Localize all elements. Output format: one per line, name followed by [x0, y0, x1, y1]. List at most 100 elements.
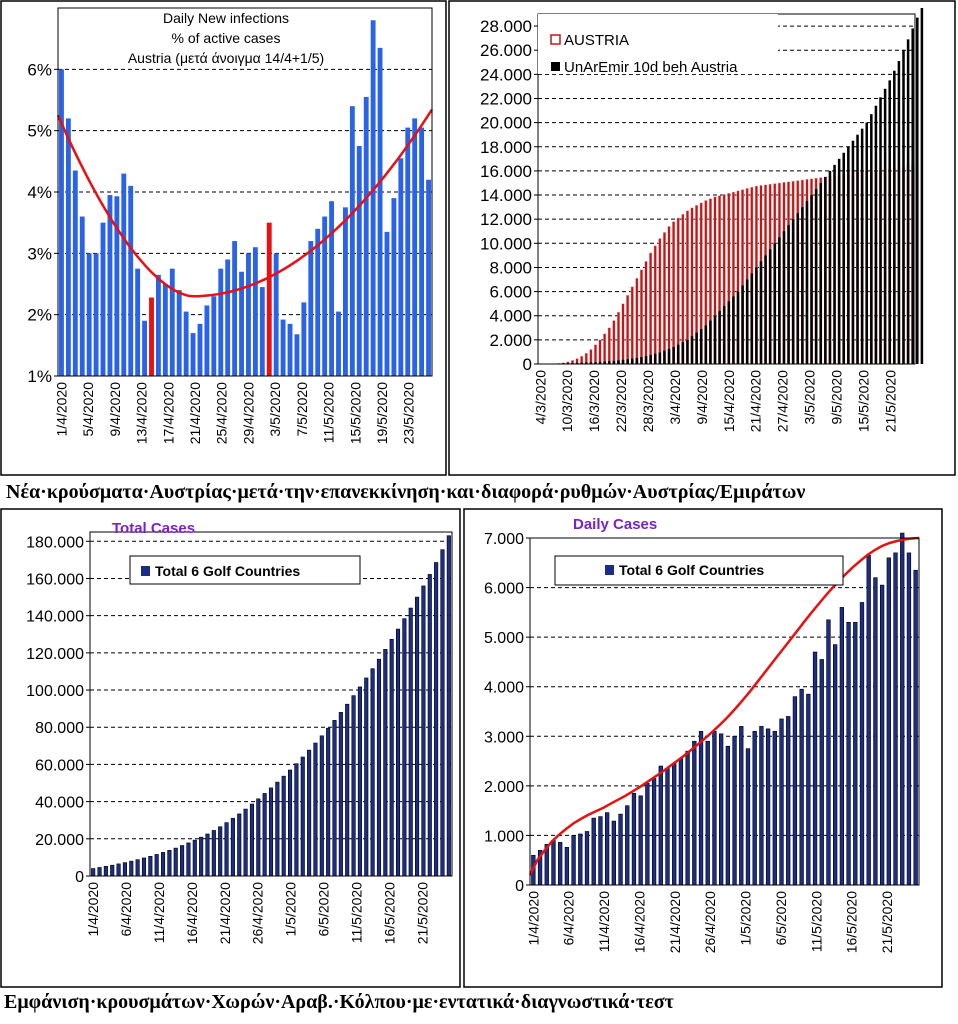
bar [662, 232, 666, 365]
y-tick-label: 0 [515, 878, 524, 895]
y-tick-label: 14.000 [480, 186, 532, 205]
bar [667, 348, 671, 364]
x-tick-label: 21/4/2020 [748, 370, 764, 432]
bar [376, 658, 382, 877]
y-tick-label: 18.000 [480, 138, 532, 157]
bar [571, 835, 576, 886]
bar [218, 826, 223, 877]
bar [142, 320, 147, 376]
bar [167, 850, 172, 877]
bar [886, 557, 891, 886]
bar [280, 319, 286, 376]
bar [645, 783, 650, 886]
bar [893, 552, 898, 886]
x-tick-label: 9/4/2020 [107, 382, 123, 437]
legend-label-uae: UnArEmir 10d beh Austria [564, 59, 738, 76]
bar [415, 596, 420, 877]
bar [865, 122, 868, 364]
x-tick-label: 1/4/2020 [53, 382, 69, 437]
bar [635, 278, 639, 365]
bar [618, 813, 623, 886]
bar [663, 350, 666, 364]
x-tick-label: 6/5/2020 [773, 891, 789, 946]
bar [580, 362, 583, 364]
bar [630, 286, 634, 365]
bar [585, 362, 588, 364]
bar [97, 867, 102, 877]
x-tick-label: 1/5/2020 [738, 891, 754, 946]
x-tick-label: 11/5/2020 [808, 891, 824, 952]
bar [759, 726, 764, 886]
bar [713, 315, 717, 364]
bar [833, 164, 836, 364]
bar [237, 813, 242, 877]
x-tick-label: 17/4/2020 [160, 382, 176, 444]
y-tick-label: 16.000 [480, 162, 532, 181]
bar [322, 216, 328, 376]
bar [819, 182, 823, 364]
y-tick-label: 20.000 [480, 114, 532, 133]
bar [732, 735, 737, 886]
bar [897, 61, 901, 364]
bar [651, 778, 657, 886]
trend-line [528, 536, 920, 876]
bar [205, 833, 210, 877]
bar [224, 822, 229, 877]
bar [859, 602, 865, 886]
bar [243, 808, 248, 877]
trend-line [56, 108, 434, 298]
bar [764, 255, 767, 364]
y-tick-label: 120.000 [26, 646, 84, 663]
bar [617, 360, 620, 364]
bar [814, 189, 818, 364]
legend-swatch-austria [550, 34, 561, 45]
bar [59, 69, 64, 376]
bar [275, 781, 280, 877]
bar [173, 847, 178, 877]
bar [640, 357, 643, 364]
bar [900, 532, 905, 886]
bar [65, 118, 71, 377]
x-tick-label: 21/5/2020 [414, 882, 430, 944]
bar [204, 305, 210, 376]
bar [589, 362, 593, 364]
bar [338, 712, 343, 877]
bar [315, 228, 321, 376]
bar [591, 817, 596, 886]
y-tick-label: 0 [75, 869, 84, 886]
legend-swatch [141, 566, 150, 576]
chart-daily-cases-svg: 0 1.000 2.000 3.000 4.000 5.000 6.000 7.000 1/4… [463, 508, 943, 988]
y-tick-label: 2.000 [489, 331, 532, 350]
y-tick-label: 5% [27, 122, 52, 141]
bar [667, 226, 671, 365]
y-tick-label: 140.000 [26, 609, 84, 626]
bar [256, 798, 261, 877]
legend-box [538, 14, 778, 74]
bar [772, 731, 777, 886]
bar [676, 217, 680, 365]
bar [329, 201, 334, 376]
bar [665, 768, 670, 886]
y-tick-label: 26.000 [480, 41, 532, 60]
y-tick-label: 6.000 [489, 283, 532, 302]
bar [288, 769, 293, 877]
x-tick-label: 16/5/2020 [381, 882, 397, 944]
bar [594, 362, 597, 364]
bar [121, 173, 127, 376]
y-tick-label: 20.000 [35, 832, 84, 849]
y-tick-label: 24.000 [480, 65, 532, 84]
y-tick-label: 3% [27, 244, 52, 263]
bar [294, 334, 300, 376]
bar [246, 253, 251, 376]
x-tick-label: 16/5/2020 [844, 891, 860, 953]
bar [391, 198, 397, 376]
bar [644, 356, 648, 364]
y-tick-label: 28.000 [480, 17, 532, 36]
x-tick-label: 9/5/2020 [829, 370, 845, 425]
bar [225, 259, 231, 376]
x-tick-label: 16/4/2020 [184, 882, 200, 944]
bar [649, 354, 652, 364]
bar [197, 323, 203, 376]
bar [440, 549, 445, 877]
bar [736, 291, 740, 364]
